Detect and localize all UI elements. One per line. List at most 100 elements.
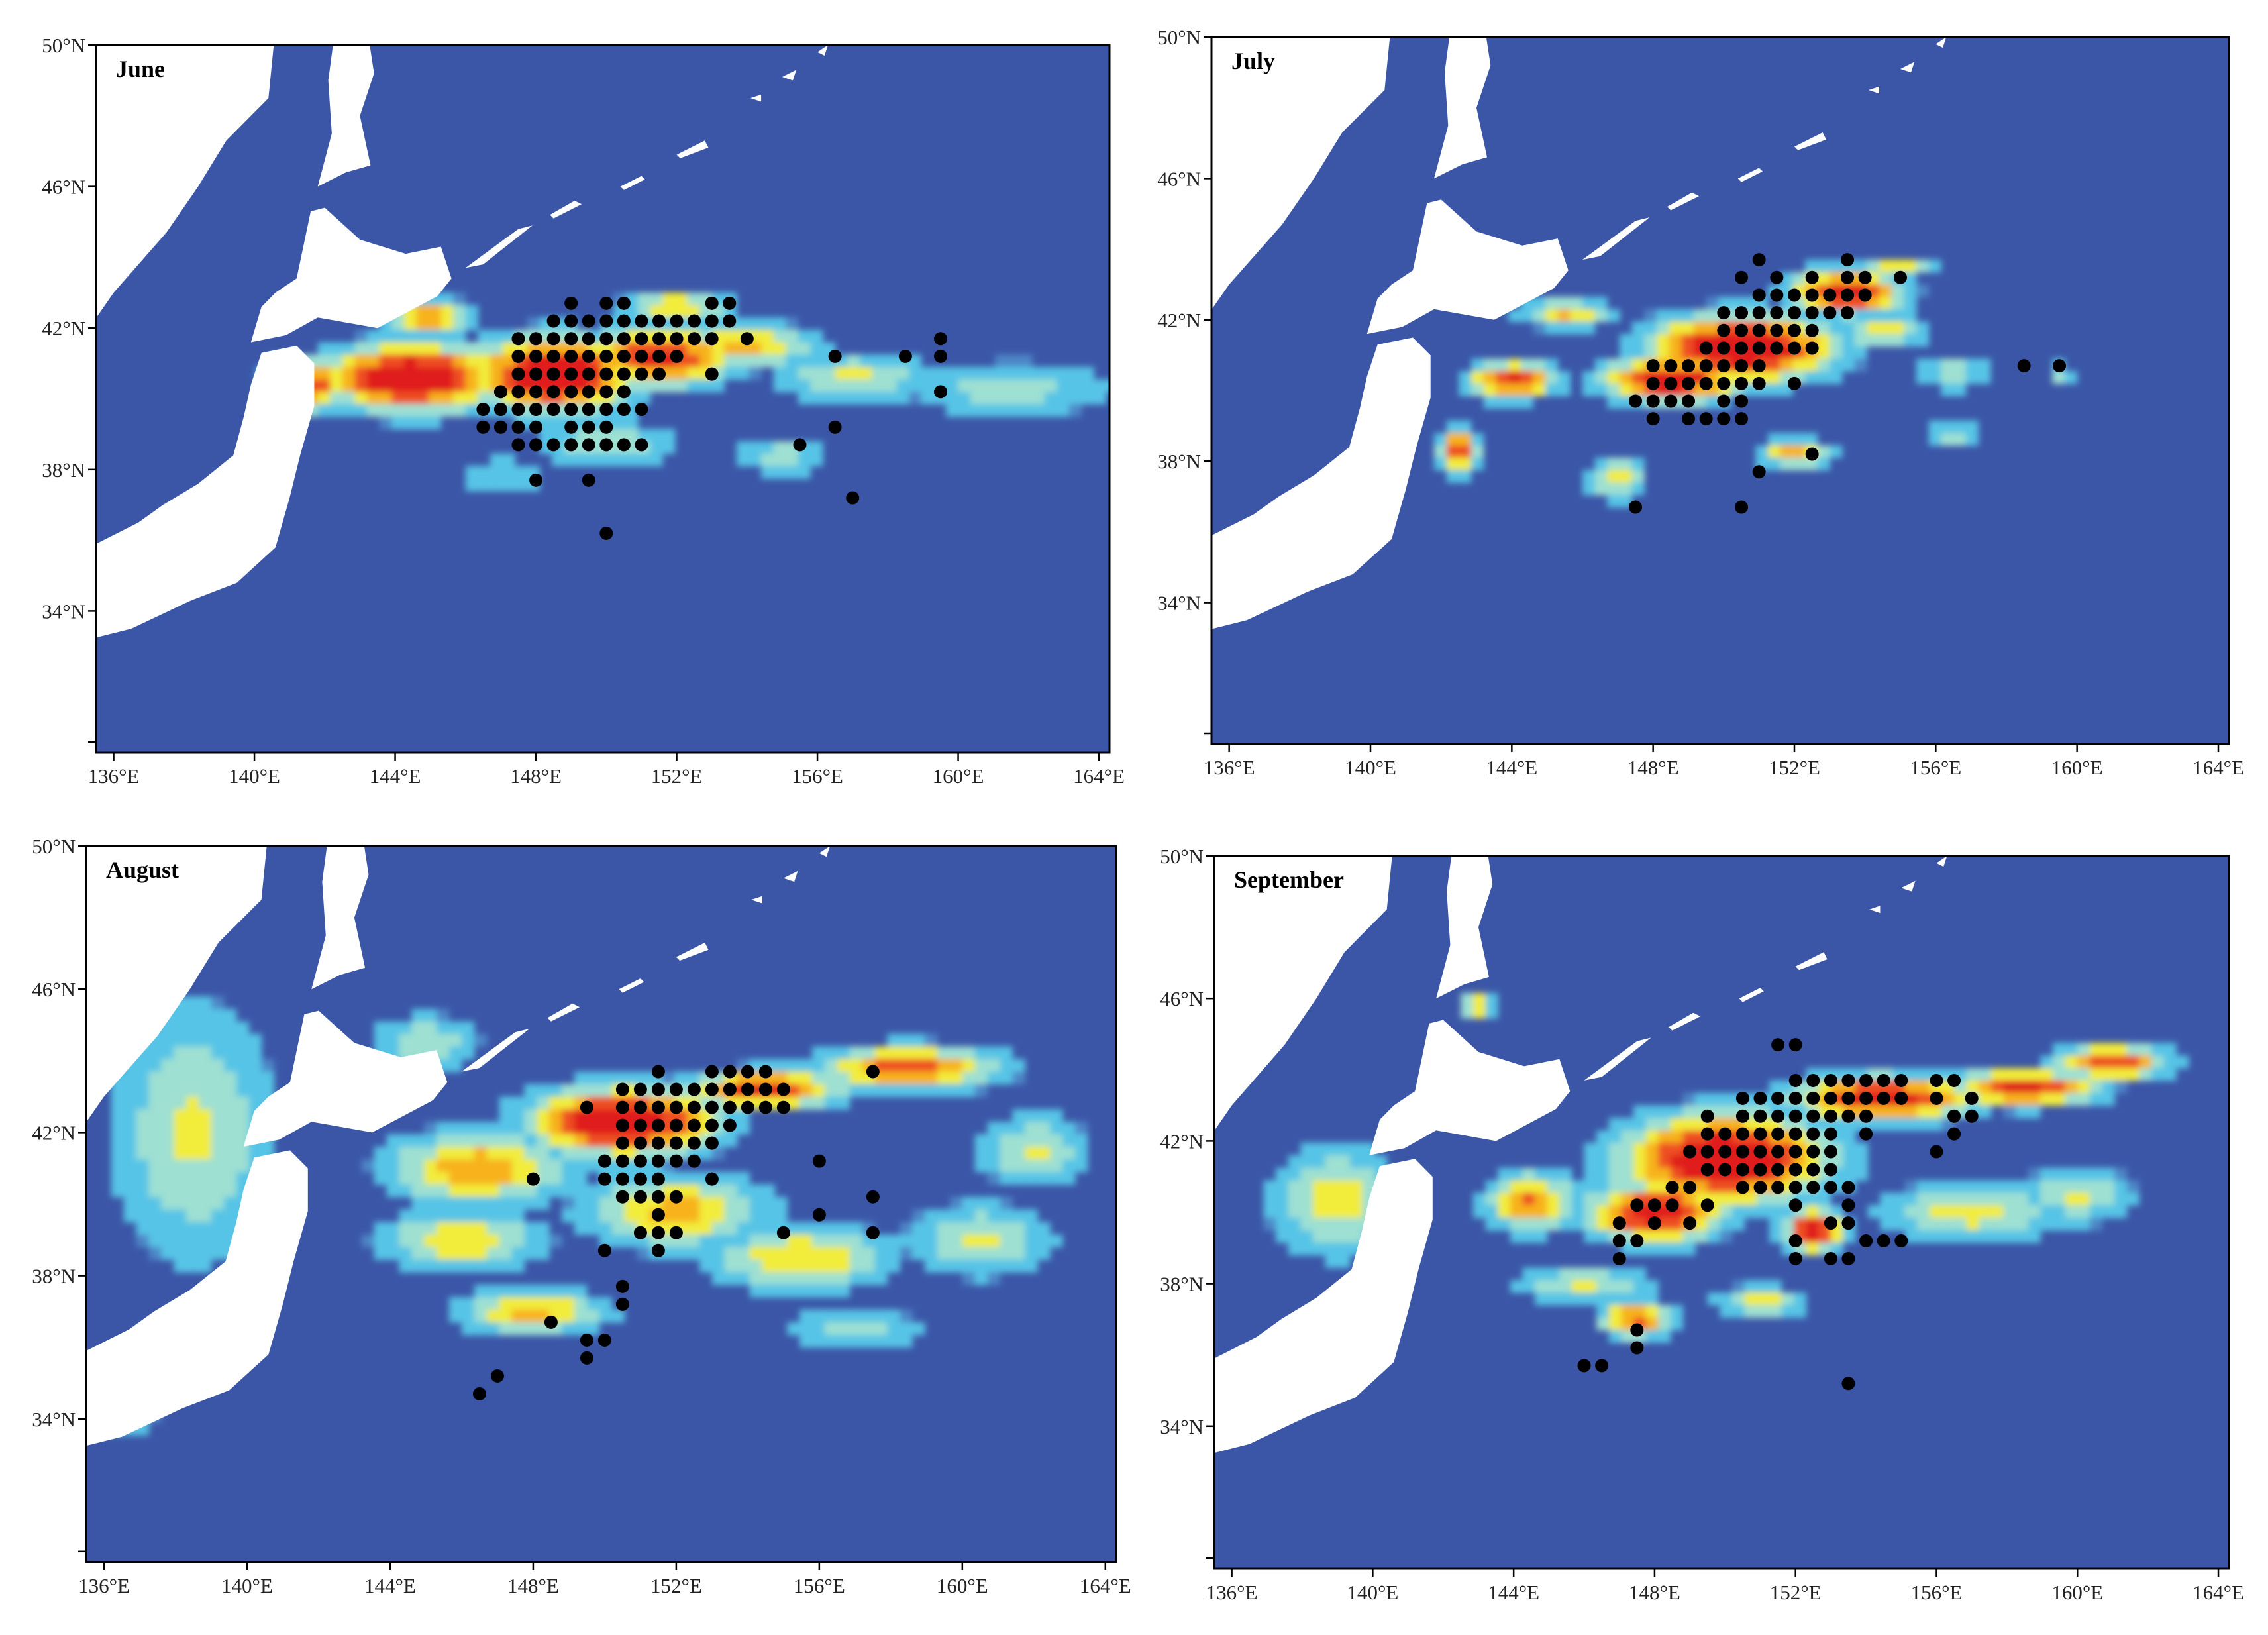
observation-point	[599, 385, 613, 399]
y-tick-label: 34°N	[32, 1408, 76, 1431]
observation-point	[2017, 359, 2031, 373]
observation-point	[723, 1082, 737, 1096]
observation-point	[1841, 1377, 1855, 1391]
month-title: July	[1231, 48, 1275, 74]
observation-point	[1664, 376, 1678, 390]
observation-point	[1699, 376, 1713, 390]
july-map-svg: 136°E 140°E 144°E 148°E 152°E 156°E 160°E 164°E…	[1157, 26, 2244, 779]
x-tick-label: 148°E	[1627, 756, 1679, 779]
observation-point	[564, 296, 578, 310]
observation-point	[1682, 394, 1695, 408]
observation-point	[493, 420, 507, 434]
observation-point	[1753, 1163, 1767, 1177]
observation-point	[1753, 1091, 1767, 1105]
observation-point	[1805, 288, 1819, 302]
observation-point	[652, 314, 666, 328]
observation-point	[615, 1190, 629, 1204]
observation-point	[529, 385, 543, 399]
observation-point	[635, 349, 648, 363]
observation-point	[1717, 323, 1731, 337]
observation-point	[564, 314, 578, 328]
observation-point	[1682, 359, 1695, 373]
observation-point	[776, 1100, 790, 1114]
x-tick-label: 160°E	[2051, 1581, 2103, 1604]
map-frame	[95, 44, 1111, 754]
observation-point	[651, 1154, 665, 1168]
observation-point	[1894, 1073, 1908, 1087]
x-tick-label: 156°E	[794, 1574, 845, 1597]
observation-point	[1788, 1234, 1802, 1248]
observation-point	[529, 473, 543, 487]
observation-point	[651, 1082, 665, 1096]
observation-point	[1859, 1109, 1873, 1123]
observation-point	[705, 1136, 719, 1150]
observation-point	[705, 296, 719, 310]
observation-point	[529, 438, 543, 452]
y-tick-label: 46°N	[32, 978, 76, 1001]
observation-point	[1735, 500, 1748, 514]
observation-point	[687, 1154, 701, 1168]
observation-point	[582, 420, 595, 434]
observation-point	[670, 332, 684, 346]
observation-point	[615, 1136, 629, 1150]
observation-point	[599, 526, 613, 540]
observation-point	[1629, 394, 1642, 408]
y-tick-label: 34°N	[1157, 592, 1201, 615]
x-tick-label: 152°E	[651, 765, 703, 788]
map-frame	[85, 845, 1117, 1563]
observation-point	[1788, 1038, 1802, 1052]
x-tick-label: 160°E	[933, 765, 984, 788]
observation-point	[617, 403, 631, 417]
observation-point	[1717, 306, 1731, 320]
observation-point	[705, 1100, 719, 1114]
observation-point	[544, 1315, 558, 1329]
observation-point	[1806, 1091, 1820, 1105]
observation-point	[1646, 376, 1660, 390]
observation-point	[1947, 1109, 1961, 1123]
observation-point	[687, 1082, 701, 1096]
observation-point	[1735, 394, 1748, 408]
observation-point	[529, 349, 543, 363]
observation-point	[1824, 1073, 1837, 1087]
observation-point	[687, 1100, 701, 1114]
observation-point	[1753, 1181, 1767, 1194]
y-tick-label: 42°N	[1160, 1130, 1204, 1153]
observation-point	[670, 314, 684, 328]
observation-point	[687, 1136, 701, 1150]
observation-point	[1612, 1216, 1626, 1230]
observation-point	[1630, 1198, 1644, 1212]
observation-point	[705, 1065, 719, 1079]
observation-point	[564, 438, 578, 452]
observation-point	[687, 1118, 701, 1132]
observation-point	[546, 385, 560, 399]
observation-point	[1647, 1198, 1661, 1212]
observation-point	[617, 367, 631, 381]
observation-point	[1806, 1163, 1820, 1177]
observation-point	[1788, 1127, 1802, 1141]
observation-point	[1788, 306, 1801, 320]
observation-point	[776, 1082, 790, 1096]
observation-point	[1735, 1091, 1749, 1105]
x-tick-label: 136°E	[78, 1574, 130, 1597]
observation-point	[1930, 1073, 1943, 1087]
observation-point	[1752, 341, 1766, 355]
observation-point	[651, 1172, 665, 1186]
observation-point	[1699, 359, 1713, 373]
x-tick-label: 156°E	[792, 765, 843, 788]
observation-point	[669, 1118, 683, 1132]
observation-point	[688, 332, 701, 346]
observation-point	[1770, 341, 1784, 355]
observation-point	[1771, 1145, 1785, 1159]
observation-point	[615, 1172, 629, 1186]
observation-point	[1841, 1091, 1855, 1105]
observation-point	[615, 1118, 629, 1132]
observation-point	[1805, 341, 1819, 355]
x-tick-label: 140°E	[229, 765, 280, 788]
y-tick-label: 42°N	[42, 317, 85, 340]
observation-point	[597, 1333, 611, 1347]
observation-point	[1770, 306, 1784, 320]
month-title: August	[106, 857, 179, 883]
observation-point	[564, 385, 578, 399]
x-tick-label: 136°E	[88, 765, 140, 788]
observation-point	[1752, 376, 1766, 390]
